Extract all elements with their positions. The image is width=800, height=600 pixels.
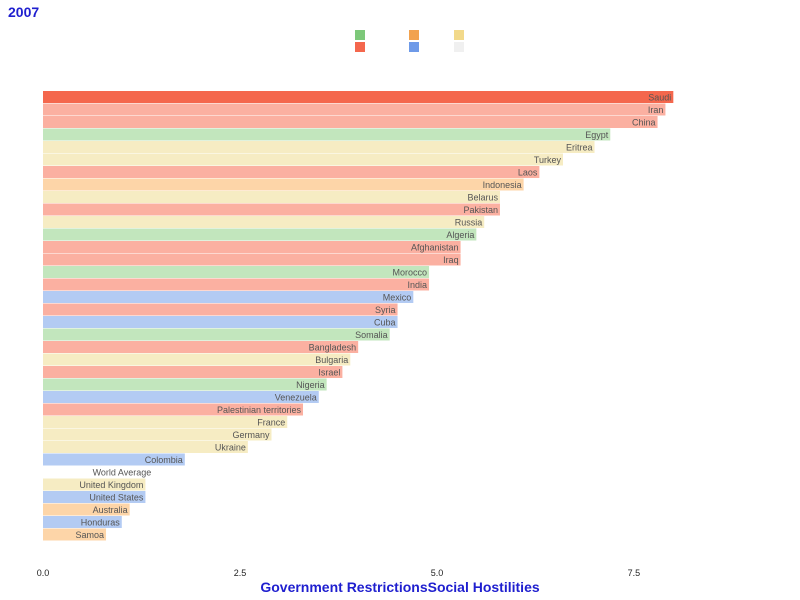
bar-laos[interactable] — [43, 166, 540, 178]
bar-united-states[interactable] — [43, 491, 146, 503]
bar-label: Colombia — [145, 455, 183, 465]
bar-label: Palestinian territories — [217, 405, 302, 415]
bar-label: Bangladesh — [309, 343, 357, 353]
bar-label: Morocco — [393, 268, 428, 278]
legend-swatch-blue[interactable] — [355, 42, 365, 52]
bar-label: Syria — [375, 305, 396, 315]
bar-china[interactable] — [43, 116, 658, 128]
bar-iran[interactable] — [43, 103, 666, 116]
bar-label: Egypt — [585, 130, 609, 140]
bar-saudi[interactable] — [43, 91, 674, 103]
legend-swatch-orange[interactable] — [454, 30, 464, 40]
bar-iraq[interactable] — [43, 253, 461, 266]
bar-label: Indonesia — [483, 180, 522, 190]
bar-label: France — [257, 418, 285, 428]
bar-cuba[interactable] — [43, 316, 398, 328]
bar-united-kingdom[interactable] — [43, 478, 146, 491]
bar-venezuela[interactable] — [43, 391, 319, 403]
bar-bulgaria[interactable] — [43, 353, 351, 366]
bar-label: World Average — [93, 468, 152, 478]
bar-label: Germany — [232, 430, 270, 440]
bar-label: Samoa — [76, 530, 105, 540]
bar-palestinian-territories[interactable] — [43, 403, 304, 416]
bar-world-average[interactable] — [43, 466, 154, 478]
bar-label: Ukraine — [215, 443, 246, 453]
bar-nigeria[interactable] — [43, 378, 327, 391]
bar-algeria[interactable] — [43, 228, 477, 241]
bar-label: Laos — [518, 168, 538, 178]
bar-india[interactable] — [43, 278, 430, 291]
x-axis-title: Government RestrictionsSocial Hostilitie… — [260, 579, 540, 595]
bar-label: Saudi — [648, 93, 671, 103]
bar-label: United States — [89, 493, 144, 503]
bar-ukraine[interactable] — [43, 441, 248, 453]
bar-label: Pakistan — [463, 205, 498, 215]
bar-afghanistan[interactable] — [43, 241, 461, 253]
bar-label: Algeria — [446, 230, 474, 240]
bar-label: Iraq — [443, 255, 459, 265]
bar-colombia[interactable] — [43, 453, 185, 466]
bar-morocco[interactable] — [43, 266, 430, 278]
bar-eritrea[interactable] — [43, 141, 595, 153]
x-tick-label: 0.0 — [37, 568, 50, 578]
x-tick-label: 7.5 — [628, 568, 641, 578]
bar-bangladesh[interactable] — [43, 341, 359, 353]
bar-mexico[interactable] — [43, 291, 414, 303]
bar-label: United Kingdom — [79, 480, 143, 490]
legend-swatch-green[interactable] — [355, 30, 365, 40]
bar-honduras[interactable] — [43, 516, 122, 528]
bar-france[interactable] — [43, 416, 288, 428]
x-tick-label: 2.5 — [234, 568, 247, 578]
bar-indonesia[interactable] — [43, 178, 524, 191]
bar-label: China — [632, 118, 656, 128]
legend-swatch-yellow[interactable] — [409, 42, 419, 52]
bar-label: India — [408, 280, 428, 290]
bar-russia[interactable] — [43, 216, 485, 228]
bar-syria[interactable] — [43, 303, 398, 316]
bar-label: Israel — [318, 368, 340, 378]
bar-germany[interactable] — [43, 428, 272, 441]
bar-turkey[interactable] — [43, 153, 564, 166]
bar-label: Eritrea — [566, 143, 593, 153]
bar-label: Belarus — [467, 193, 498, 203]
bar-australia[interactable] — [43, 503, 130, 516]
legend-swatch-gray[interactable] — [454, 42, 464, 52]
bar-label: Venezuela — [275, 393, 317, 403]
year-label: 2007 — [8, 4, 40, 20]
bar-label: Bulgaria — [315, 355, 348, 365]
bar-label: Honduras — [81, 518, 121, 528]
bar-israel[interactable] — [43, 366, 343, 378]
bar-label: Mexico — [383, 293, 412, 303]
bar-label: Afghanistan — [411, 243, 459, 253]
x-tick-label: 5.0 — [431, 568, 444, 578]
bar-somalia[interactable] — [43, 328, 390, 341]
bar-label: Iran — [648, 105, 664, 115]
bar-pakistan[interactable] — [43, 203, 500, 216]
bar-label: Nigeria — [296, 380, 325, 390]
bar-label: Turkey — [534, 155, 562, 165]
chart-legend — [355, 30, 485, 54]
bar-egypt[interactable] — [43, 128, 611, 141]
legend-swatch-red[interactable] — [409, 30, 419, 40]
bar-samoa[interactable] — [43, 528, 107, 541]
bar-label: Russia — [455, 218, 483, 228]
bar-label: Cuba — [374, 318, 396, 328]
bar-belarus[interactable] — [43, 191, 500, 203]
bar-label: Somalia — [355, 330, 388, 340]
bar-label: Australia — [93, 505, 128, 515]
